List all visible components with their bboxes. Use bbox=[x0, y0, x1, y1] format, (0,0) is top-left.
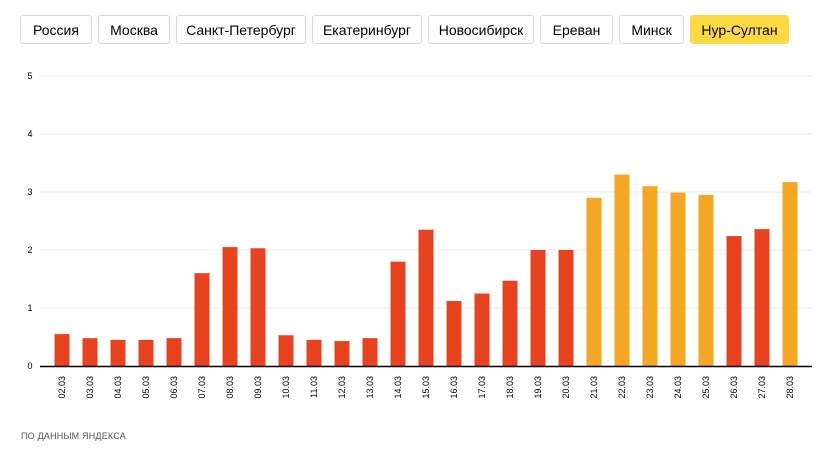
tab-5[interactable]: Ереван bbox=[540, 15, 613, 44]
x-tick-label: 13.03 bbox=[365, 376, 375, 399]
bar-05.03 bbox=[138, 339, 154, 366]
bar-04.03 bbox=[110, 339, 126, 366]
x-tick-label: 11.03 bbox=[309, 376, 319, 398]
bar-15.03 bbox=[418, 229, 434, 366]
bar-25.03 bbox=[698, 194, 714, 366]
source-note: ПО ДАННЫМ ЯНДЕКСА bbox=[21, 431, 126, 441]
bar-16.03 bbox=[446, 301, 462, 366]
bars bbox=[54, 174, 798, 366]
bar-21.03 bbox=[586, 197, 602, 366]
bar-12.03 bbox=[334, 341, 350, 366]
bar-20.03 bbox=[558, 250, 574, 366]
bar-13.03 bbox=[362, 338, 378, 366]
bar-27.03 bbox=[754, 229, 770, 366]
bar-19.03 bbox=[530, 250, 546, 366]
x-tick-label: 16.03 bbox=[449, 376, 459, 399]
x-tick-label: 09.03 bbox=[253, 376, 263, 399]
bar-24.03 bbox=[670, 192, 686, 366]
bar-10.03 bbox=[278, 335, 294, 366]
bar-11.03 bbox=[306, 339, 322, 366]
bar-26.03 bbox=[726, 236, 742, 366]
bar-08.03 bbox=[222, 247, 238, 366]
y-tick-label: 1 bbox=[27, 303, 32, 313]
x-tick-label: 25.03 bbox=[701, 376, 711, 399]
x-tick-label: 07.03 bbox=[197, 376, 207, 399]
tab-7[interactable]: Нур-Султан bbox=[690, 15, 789, 44]
tab-3[interactable]: Екатеринбург bbox=[312, 15, 422, 44]
x-tick-label: 03.03 bbox=[85, 376, 95, 399]
x-tick-label: 10.03 bbox=[281, 376, 291, 399]
bar-03.03 bbox=[82, 338, 98, 366]
bar-14.03 bbox=[390, 261, 406, 366]
x-tick-label: 06.03 bbox=[169, 376, 179, 399]
y-tick-label: 5 bbox=[27, 71, 32, 81]
x-tick-label: 21.03 bbox=[589, 376, 599, 399]
x-tick-label: 12.03 bbox=[337, 376, 347, 399]
y-tick-label: 2 bbox=[27, 245, 32, 255]
y-axis-ticks: 0 1 2 3 4 5 bbox=[27, 71, 32, 371]
x-tick-label: 15.03 bbox=[421, 376, 431, 399]
x-tick-label: 27.03 bbox=[757, 376, 767, 399]
x-tick-label: 04.03 bbox=[113, 376, 123, 399]
bar-18.03 bbox=[502, 280, 518, 366]
tab-6[interactable]: Минск bbox=[619, 15, 684, 44]
x-tick-label: 23.03 bbox=[645, 376, 655, 399]
bar-07.03 bbox=[194, 273, 210, 366]
x-tick-label: 20.03 bbox=[561, 376, 571, 399]
x-axis-ticks: 02.03 03.03 04.03 05.03 06.03 07.03 08.03 09.03… bbox=[57, 376, 795, 399]
y-tick-label: 4 bbox=[27, 129, 32, 139]
tab-2[interactable]: Санкт-Петербург bbox=[176, 15, 306, 44]
x-tick-label: 18.03 bbox=[505, 376, 515, 399]
bar-17.03 bbox=[474, 293, 490, 366]
x-tick-label: 17.03 bbox=[477, 376, 487, 399]
x-tick-label: 14.03 bbox=[393, 376, 403, 399]
x-tick-label: 28.03 bbox=[785, 376, 795, 399]
bar-23.03 bbox=[642, 186, 658, 366]
x-tick-label: 05.03 bbox=[141, 376, 151, 399]
bar-09.03 bbox=[250, 248, 266, 366]
x-tick-label: 08.03 bbox=[225, 376, 235, 399]
bar-22.03 bbox=[614, 174, 630, 366]
tab-4[interactable]: Новосибирск bbox=[428, 15, 534, 44]
y-tick-label: 3 bbox=[27, 187, 32, 197]
tab-1[interactable]: Москва bbox=[98, 15, 170, 44]
x-tick-label: 19.03 bbox=[533, 376, 543, 399]
x-tick-label: 24.03 bbox=[673, 376, 683, 399]
bar-06.03 bbox=[166, 338, 182, 366]
bar-02.03 bbox=[54, 334, 70, 366]
y-tick-label: 0 bbox=[27, 361, 32, 371]
x-tick-label: 26.03 bbox=[729, 376, 739, 399]
tab-0[interactable]: Россия bbox=[20, 15, 92, 44]
x-tick-label: 02.03 bbox=[57, 376, 67, 399]
bar-chart: 0 1 2 3 4 5 02.03 03.03 04.03 05.03 06.03 07.03 08.… bbox=[27, 71, 812, 399]
bar-28.03 bbox=[782, 182, 798, 366]
x-tick-label: 22.03 bbox=[617, 376, 627, 399]
